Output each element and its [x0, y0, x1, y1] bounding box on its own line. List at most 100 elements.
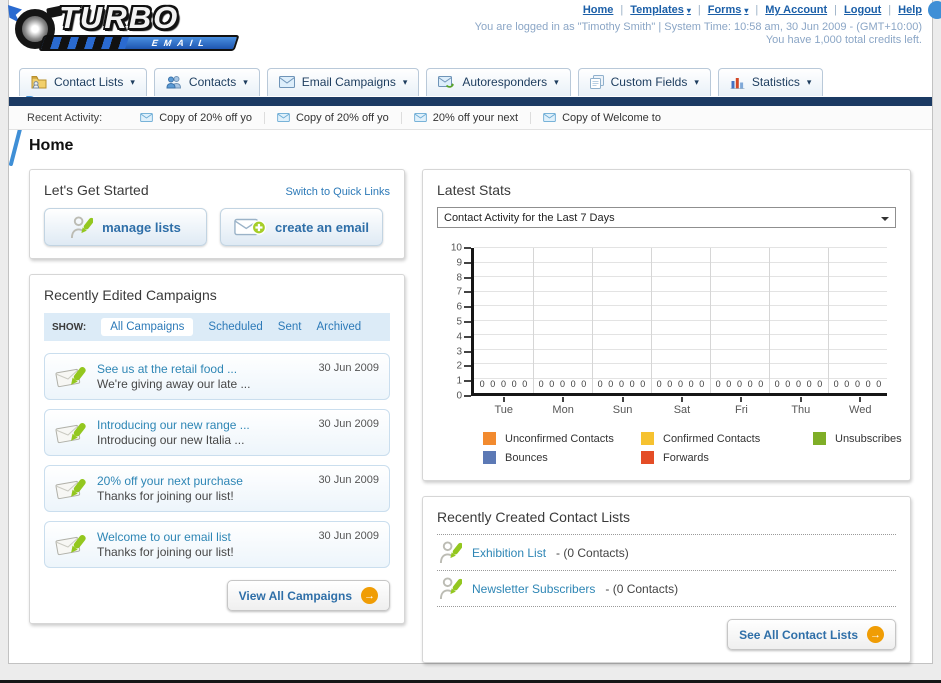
value-label: 0: [817, 379, 823, 389]
envelope-pencil-icon: [55, 422, 86, 443]
contacts-icon: [166, 76, 181, 89]
filter-archived[interactable]: Archived: [316, 321, 362, 333]
link-separator: |: [697, 4, 701, 16]
chart-legend: Unconfirmed Contacts Confirmed Contacts Un…: [483, 432, 902, 464]
recent-activity-item[interactable]: Copy of 20% off yo: [265, 111, 402, 124]
recent-activity-item[interactable]: Copy of Welcome to: [531, 112, 673, 124]
value-label: 0: [522, 379, 528, 389]
recent-activity-item[interactable]: Copy of 20% off yo: [128, 111, 265, 124]
header: TURBO EMAIL Home | Templates ▾ | Forms ▾ |…: [8, 0, 941, 166]
value-label: 0: [747, 379, 753, 389]
legend-label: Bounces: [505, 451, 548, 464]
custom-fields-icon: [589, 75, 604, 89]
legend-swatch: [483, 432, 496, 445]
switch-to-quick-links-link[interactable]: Switch to Quick Links: [285, 186, 390, 198]
campaign-date: 30 Jun 2009: [318, 362, 379, 374]
person-pencil-icon: [439, 577, 462, 600]
tab-custom-fields[interactable]: Custom Fields ▾: [577, 68, 711, 96]
logo-subtitle: EMAIL: [150, 38, 212, 48]
tab-contact-lists[interactable]: Contact Lists ▾: [19, 68, 147, 96]
x-axis-tick-label: Sat: [652, 397, 711, 416]
tab-label: Statistics: [751, 75, 800, 89]
campaign-row[interactable]: 20% off your next purchase Thanks for joi…: [44, 465, 390, 512]
top-link-logout[interactable]: Logout: [844, 4, 881, 16]
top-link-help[interactable]: Help: [898, 4, 922, 16]
legend-item: Unsubscribes: [813, 432, 902, 445]
legend-swatch: [483, 451, 496, 464]
app-window: TURBO EMAIL Home | Templates ▾ | Forms ▾ |…: [8, 0, 941, 664]
y-axis-tick: [464, 306, 471, 309]
campaign-filter-bar: SHOW: All Campaigns Scheduled Sent Archi…: [44, 313, 390, 341]
chevron-down-icon: ▾: [130, 76, 135, 87]
campaign-title-link[interactable]: Welcome to our email list: [97, 529, 231, 544]
gridline: [474, 319, 887, 321]
tab-email-campaigns[interactable]: Email Campaigns ▾: [266, 68, 420, 96]
gridline: [474, 334, 887, 335]
top-link-home[interactable]: Home: [583, 4, 614, 16]
gridline: [474, 363, 887, 364]
tab-autoresponders[interactable]: Autoresponders ▾: [426, 68, 571, 96]
value-label: 0: [865, 379, 871, 389]
gridline: [710, 248, 711, 393]
value-label: 0: [688, 379, 694, 389]
create-an-email-button[interactable]: create an email: [220, 208, 383, 246]
screen-bottom-edge: [0, 680, 941, 683]
campaign-row[interactable]: Introducing our new range ... Introducing…: [44, 409, 390, 456]
campaign-title-link[interactable]: Introducing our new range ...: [97, 417, 250, 432]
value-label: 0: [538, 379, 544, 389]
campaign-row[interactable]: Welcome to our email list Thanks for join…: [44, 521, 390, 568]
y-axis-tick: [464, 291, 471, 294]
chevron-down-icon: ▾: [402, 76, 408, 87]
campaign-subtitle: We're giving away our late ...: [97, 376, 251, 391]
autoresponders-icon: [438, 75, 455, 88]
manage-lists-label: manage lists: [102, 219, 181, 235]
top-link-help-label: Help: [898, 4, 922, 16]
contact-list-link[interactable]: Newsletter Subscribers: [472, 581, 596, 596]
x-axis-tick-label: Fri: [712, 397, 771, 416]
top-link-my-account[interactable]: My Account: [765, 4, 827, 16]
y-axis: 0 1 2 3 4 5 6 7 8 9 10: [447, 243, 471, 402]
filter-sent[interactable]: Sent: [277, 321, 302, 333]
value-label: 0: [570, 379, 576, 389]
value-label: 0: [677, 379, 683, 389]
see-all-contact-lists-button[interactable]: See All Contact Lists →: [727, 619, 896, 650]
y-axis-tick: [464, 276, 471, 279]
campaign-subtitle: Introducing our new Italia ...: [97, 432, 245, 447]
chevron-down-icon: ▾: [806, 76, 812, 87]
tab-contacts[interactable]: Contacts ▾: [153, 68, 260, 96]
filter-all-campaigns[interactable]: All Campaigns: [101, 318, 194, 336]
stats-period-value: Contact Activity for the Last 7 Days: [444, 211, 615, 224]
campaign-row[interactable]: See us at the retail food ... We're givin…: [44, 353, 390, 400]
value-label: 0: [581, 379, 587, 389]
login-status-text: You are logged in as "Timothy Smith" | S…: [474, 21, 922, 33]
gridline: [474, 290, 887, 292]
envelope-icon: [277, 113, 290, 122]
recent-activity-item[interactable]: 20% off your next: [402, 111, 532, 124]
campaign-title-link[interactable]: 20% off your next purchase: [97, 473, 243, 488]
view-all-campaigns-button[interactable]: View All Campaigns →: [226, 580, 390, 611]
arrow-right-icon: →: [867, 626, 884, 643]
value-label: 0: [715, 379, 721, 389]
contact-list-link[interactable]: Exhibition List: [472, 545, 547, 560]
value-label: 0: [549, 379, 555, 389]
top-link-forms[interactable]: Forms ▾: [708, 4, 749, 16]
value-label: 0: [699, 379, 705, 389]
manage-lists-button[interactable]: manage lists: [44, 208, 207, 246]
y-axis-tick: [464, 335, 471, 338]
filter-scheduled[interactable]: Scheduled: [208, 321, 263, 333]
value-label: 0: [726, 379, 732, 389]
view-all-campaigns-label: View All Campaigns: [238, 588, 352, 603]
value-label: 0: [608, 379, 614, 389]
top-link-templates[interactable]: Templates ▾: [630, 4, 691, 16]
statistics-icon: [730, 77, 745, 89]
campaign-title-link[interactable]: See us at the retail food ...: [97, 361, 238, 376]
chevron-down-icon: ▾: [744, 5, 749, 15]
value-label: 0: [795, 379, 801, 389]
tab-statistics[interactable]: Statistics ▾: [717, 68, 824, 96]
main-content: Home Let's Get Started Switch to Quick L…: [9, 131, 932, 663]
arrow-right-icon: →: [361, 587, 378, 604]
stats-period-select[interactable]: Contact Activity for the Last 7 Days: [437, 207, 896, 228]
